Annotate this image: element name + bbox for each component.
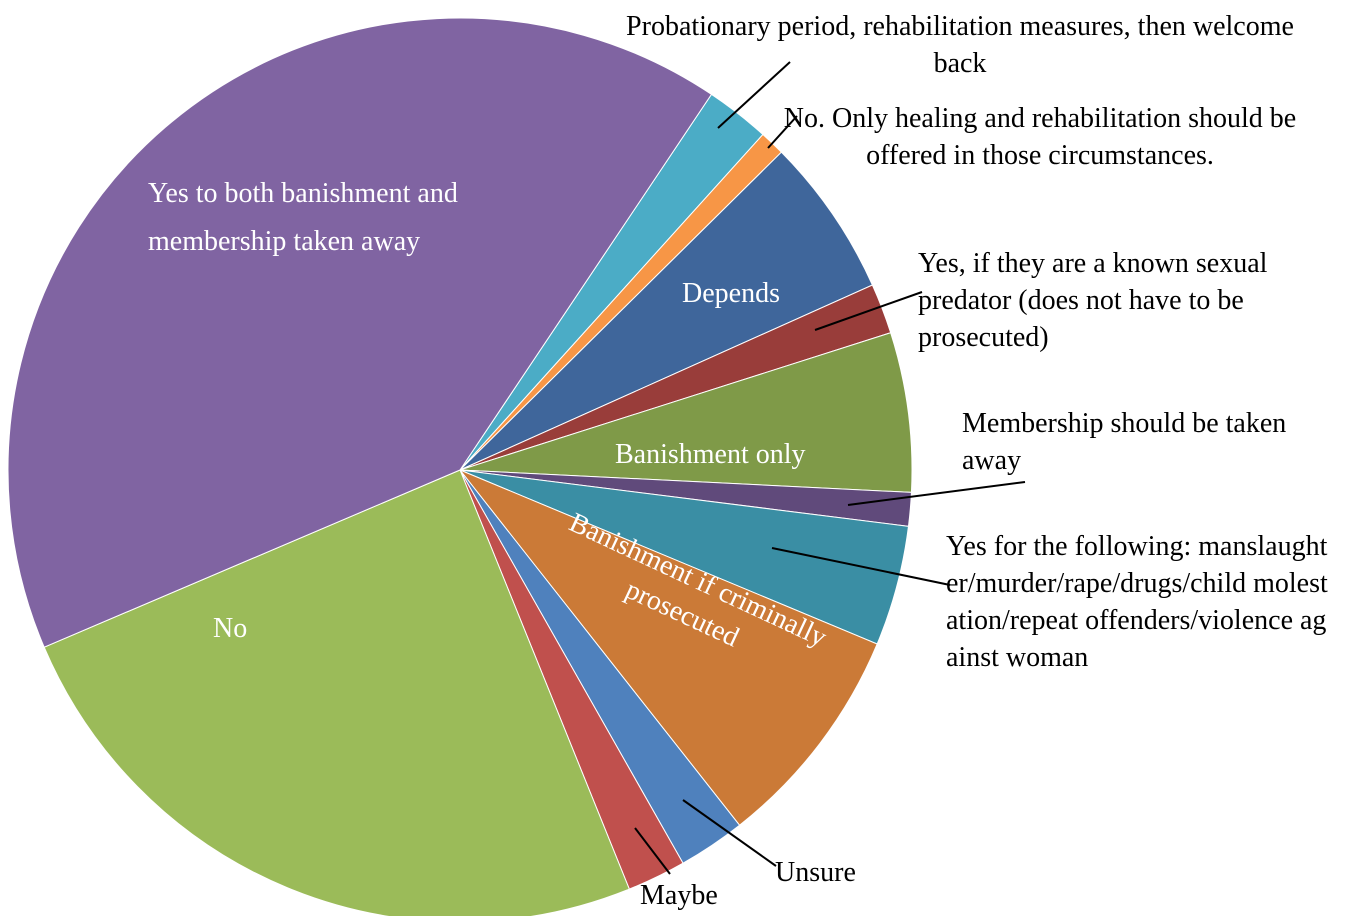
leader-line [767, 115, 798, 149]
slice-label: Yes for the following: manslaughter/murd… [946, 531, 1328, 673]
slice-label: Depends [682, 278, 780, 309]
slice-label: Yes to both banishment and membership ta… [148, 178, 458, 257]
leader-line [717, 61, 791, 129]
slice-label: Unsure [775, 857, 856, 888]
leader-lines [634, 61, 1026, 875]
slice-label: Membership should be taken away [962, 408, 1287, 476]
pie-slice [458, 468, 878, 826]
leader-line [814, 291, 923, 331]
leader-line [847, 481, 1026, 506]
pie-slice [459, 151, 874, 471]
pie-slice [43, 469, 630, 916]
pie-slice [7, 17, 713, 648]
slice-label: Yes, if they are a known sexual predator… [918, 248, 1268, 353]
slice-label: Probationary period, rehabilitation meas… [626, 11, 1294, 79]
slice-label: Banishment only [615, 439, 806, 470]
slice-label: No [213, 613, 248, 644]
leader-line [771, 547, 951, 586]
slice-label: No. Only healing and rehabilitation shou… [783, 103, 1297, 171]
pie-slice [459, 332, 913, 493]
leader-line [682, 799, 777, 867]
slice-label: Maybe [640, 880, 718, 911]
leader-line [634, 827, 671, 875]
